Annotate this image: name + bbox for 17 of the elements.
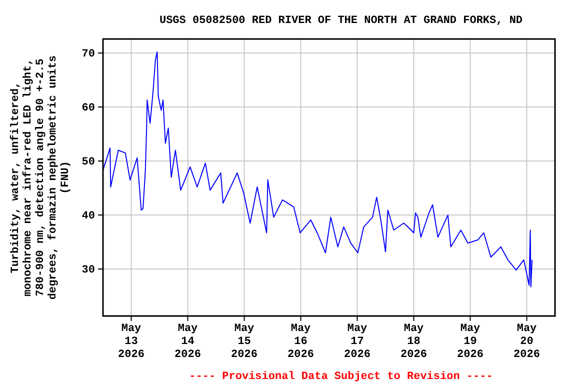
x-tick-label: May 14 2026 [174, 323, 201, 361]
x-tick-label: May 20 2026 [514, 323, 540, 361]
x-tick-label: May 18 2026 [400, 323, 427, 361]
y-tick-label: 40 [82, 210, 95, 223]
x-tick-label: May 16 2026 [288, 323, 314, 361]
y-axis-title: Turbidity, water, unfiltered, monochrome near infra-red LED light, 780-900 nm, detection angle 90 +-2.5 degrees, formazin nephelometric units (FNU) [9, 55, 72, 300]
chart-title: USGS 05082500 RED RIVER OF THE NORTH AT GRAND FORKS, ND [159, 15, 523, 27]
x-tick-label: May 17 2026 [344, 323, 370, 361]
text: ---- Provisional Data Subject to Revision ---- [189, 371, 493, 383]
x-tick-label: May 19 2026 [457, 323, 484, 361]
y-tick-label: 50 [82, 156, 95, 169]
x-tick-label: May 15 2026 [231, 323, 258, 361]
y-tick-label: 70 [82, 48, 95, 61]
x-tick-label: May 13 2026 [118, 323, 144, 361]
line-series [102, 51, 533, 288]
y-tick-label: 30 [82, 264, 95, 277]
y-tick-label: 60 [82, 102, 95, 115]
